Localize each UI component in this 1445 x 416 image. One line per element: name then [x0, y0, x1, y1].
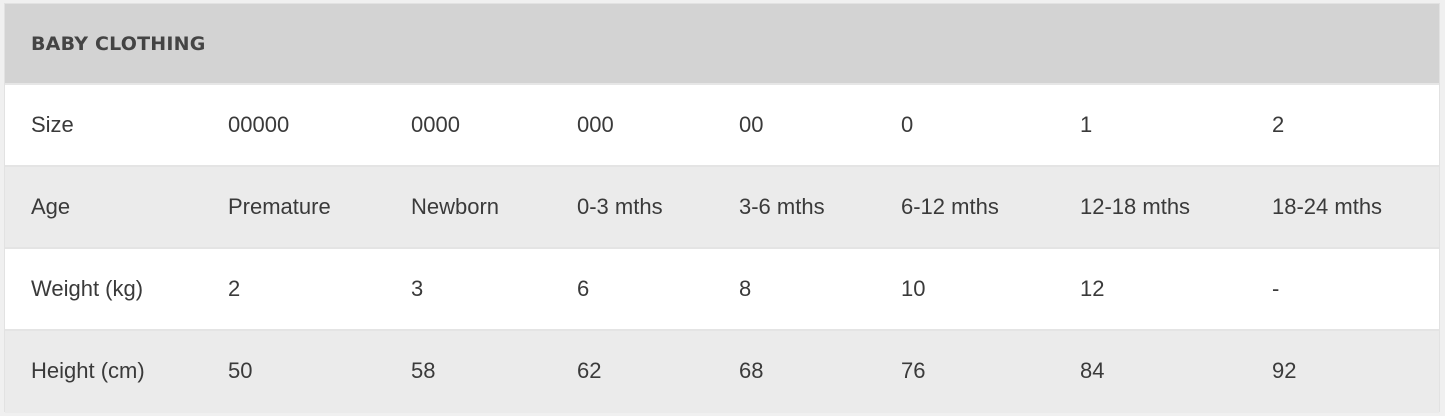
table-cell: 92: [1272, 358, 1297, 383]
table-cell: 8: [739, 276, 752, 301]
table-cell: 00: [739, 112, 764, 137]
table-cell: 12: [1080, 276, 1105, 301]
table-cell: 3-6 mths: [739, 194, 825, 219]
table-header: BABY CLOTHING: [5, 4, 1439, 85]
table-cell: Premature: [228, 194, 331, 219]
row-label: Weight (kg): [31, 276, 144, 301]
table-cell: 000: [577, 112, 614, 137]
row-label: Size: [31, 112, 74, 137]
table-row-height: Height (cm) 50 58 62 68 76 84 92: [5, 331, 1439, 413]
table-cell: 0-3 mths: [577, 194, 663, 219]
table-cell: Newborn: [411, 194, 500, 219]
table-cell: 1: [1080, 112, 1093, 137]
table-cell: 76: [901, 358, 926, 383]
size-chart-table: BABY CLOTHING Size 00000 0000 000 00 0 1 2 Age Pr…: [4, 3, 1440, 413]
table-row-size: Size 00000 0000 000 00 0 1 2: [5, 85, 1439, 167]
table-row-age: Age Premature Newborn 0-3 mths 3-6 mths 6-12 …: [5, 167, 1439, 249]
table-cell: -: [1272, 276, 1280, 301]
table-cell: 3: [411, 276, 424, 301]
table-cell: 12-18 mths: [1080, 194, 1191, 219]
table-cell: 2: [1272, 112, 1285, 137]
table-cell: 00000: [228, 112, 290, 137]
table-cell: 50: [228, 358, 253, 383]
table-cell: 68: [739, 358, 764, 383]
table-cell: 6: [577, 276, 590, 301]
table-cell: 18-24 mths: [1272, 194, 1383, 219]
row-label: Height (cm): [31, 358, 145, 383]
table-cell: 58: [411, 358, 436, 383]
table-cell: 10: [901, 276, 926, 301]
table-cell: 0: [901, 112, 914, 137]
table-cell: 0000: [411, 112, 460, 137]
table-cell: 84: [1080, 358, 1105, 383]
table-row-weight: Weight (kg) 2 3 6 8 10 12 -: [5, 249, 1439, 331]
row-label: Age: [31, 194, 71, 219]
table-cell: 62: [577, 358, 602, 383]
table-title: BABY CLOTHING: [31, 32, 206, 55]
table-cell: 2: [228, 276, 241, 301]
table-cell: 6-12 mths: [901, 194, 999, 219]
